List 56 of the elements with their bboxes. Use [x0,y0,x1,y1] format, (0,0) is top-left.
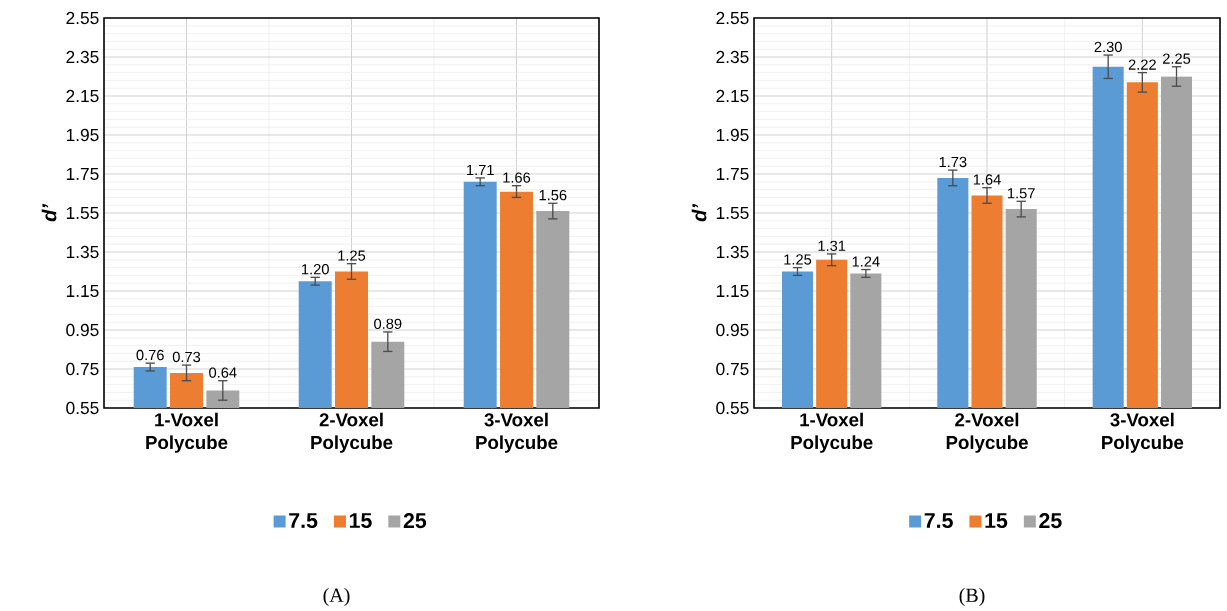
y-tick-label: 1.75 [66,167,99,181]
y-tick-label: 0.95 [716,323,749,337]
data-label: 2.22 [1128,59,1156,70]
y-tick-label: 2.55 [716,11,749,25]
x-tick-label: 2-Voxel Polycube [311,412,393,453]
legend-label: 15 [349,513,372,529]
data-label: 1.20 [302,264,329,275]
y-tick-label: 1.35 [716,245,749,259]
y-tick-label: 1.55 [716,206,749,220]
text: (A) [323,587,350,607]
text: (B) [959,587,985,607]
legend-label: 7.5 [289,513,318,529]
x-tick-label: 2-Voxel Polycube [946,412,1028,453]
data-label: 1.57 [1008,188,1035,199]
x-tick-label: 1-Voxel Polycube [791,412,873,453]
legend-label: 25 [1039,513,1062,529]
y-tick-label: 0.55 [66,401,99,415]
data-label: 0.73 [172,351,201,363]
y-tick-label: 1.15 [716,284,749,298]
data-label: 1.73 [939,156,967,168]
y-tick-label: 1.55 [66,206,99,220]
y-tick-label: 1.35 [66,245,99,259]
y-tick-label: 1.15 [66,284,99,298]
y-tick-label: 2.35 [716,50,749,64]
y-tick-label: 0.95 [66,323,99,337]
data-label: 1.56 [539,189,567,201]
data-label: 1.24 [852,256,880,267]
data-label: 2.30 [1094,41,1122,53]
data-label: 1.25 [338,250,366,261]
y-tick-label: 0.55 [716,401,749,415]
y-tick-label: 2.55 [66,11,99,25]
data-label: 1.66 [503,172,531,183]
y-tick-label: 0.75 [66,362,99,376]
y-axis-title: d’ [41,203,57,222]
x-tick-label: 1-Voxel Polycube [146,412,228,453]
data-label: 0.64 [209,367,237,378]
x-tick-label: 3-Voxel Polycube [476,412,558,453]
y-tick-label: 2.15 [66,89,99,103]
y-axis-title: d’ [691,203,707,222]
y-tick-label: 1.75 [716,167,749,181]
data-label: 0.76 [136,349,164,361]
x-tick-label: 3-Voxel Polycube [1102,412,1184,453]
y-tick-label: 2.15 [716,89,749,103]
y-tick-label: 1.95 [716,128,749,142]
data-label: 1.71 [467,164,494,175]
legend-label: 25 [403,513,427,529]
data-label: 1.31 [818,240,846,252]
y-tick-label: 2.35 [66,50,99,64]
data-label: 2.25 [1162,53,1191,64]
y-tick-label: 1.95 [66,128,99,142]
y-tick-label: 0.75 [716,362,749,376]
data-label: 1.25 [784,254,812,265]
data-label: 0.89 [374,318,402,330]
legend-label: 15 [985,513,1008,529]
legend-label: 7.5 [924,513,953,529]
data-label: 1.64 [973,174,1001,185]
